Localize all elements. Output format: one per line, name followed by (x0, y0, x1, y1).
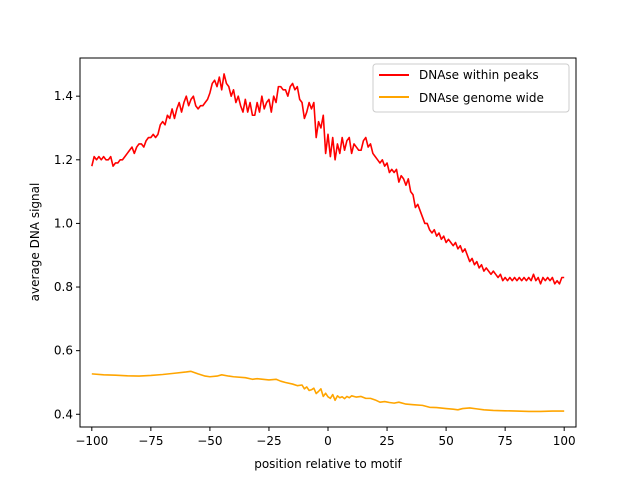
x-tick-label: −50 (197, 434, 222, 448)
x-tick-label: 0 (324, 434, 332, 448)
legend-frame (372, 63, 570, 113)
legend-label-dnase-genome-wide: DNAse genome wide (419, 91, 544, 105)
x-tick-label: 50 (438, 434, 453, 448)
x-axis-ticks: −100 −75 −50 −25 0 25 50 75 100 (75, 427, 576, 448)
x-axis-label: position relative to motif (254, 457, 402, 471)
y-tick-label: 1.0 (54, 216, 73, 230)
series-line-dnase-within-peaks (91, 73, 565, 285)
x-tick-label: 75 (498, 434, 513, 448)
y-tick-label: 0.4 (54, 407, 73, 421)
x-tick-label: 100 (553, 434, 576, 448)
series-line-dnase-genome-wide (91, 370, 565, 413)
x-tick-label: −75 (138, 434, 163, 448)
legend: DNAse within peaks DNAse genome wide (372, 63, 570, 113)
x-tick-label: −100 (75, 434, 108, 448)
x-tick-label: −25 (256, 434, 281, 448)
x-tick-label: 25 (379, 434, 394, 448)
legend-label-dnase-within-peaks: DNAse within peaks (419, 68, 539, 82)
y-tick-label: 0.8 (54, 280, 73, 294)
series-layer (91, 73, 565, 413)
y-axis-ticks: 0.4 0.6 0.8 1.0 1.2 1.4 (54, 89, 80, 421)
y-tick-label: 1.4 (54, 89, 73, 103)
y-tick-label: 1.2 (54, 153, 73, 167)
y-axis-label: average DNA signal (28, 183, 42, 302)
y-tick-label: 0.6 (54, 344, 73, 358)
